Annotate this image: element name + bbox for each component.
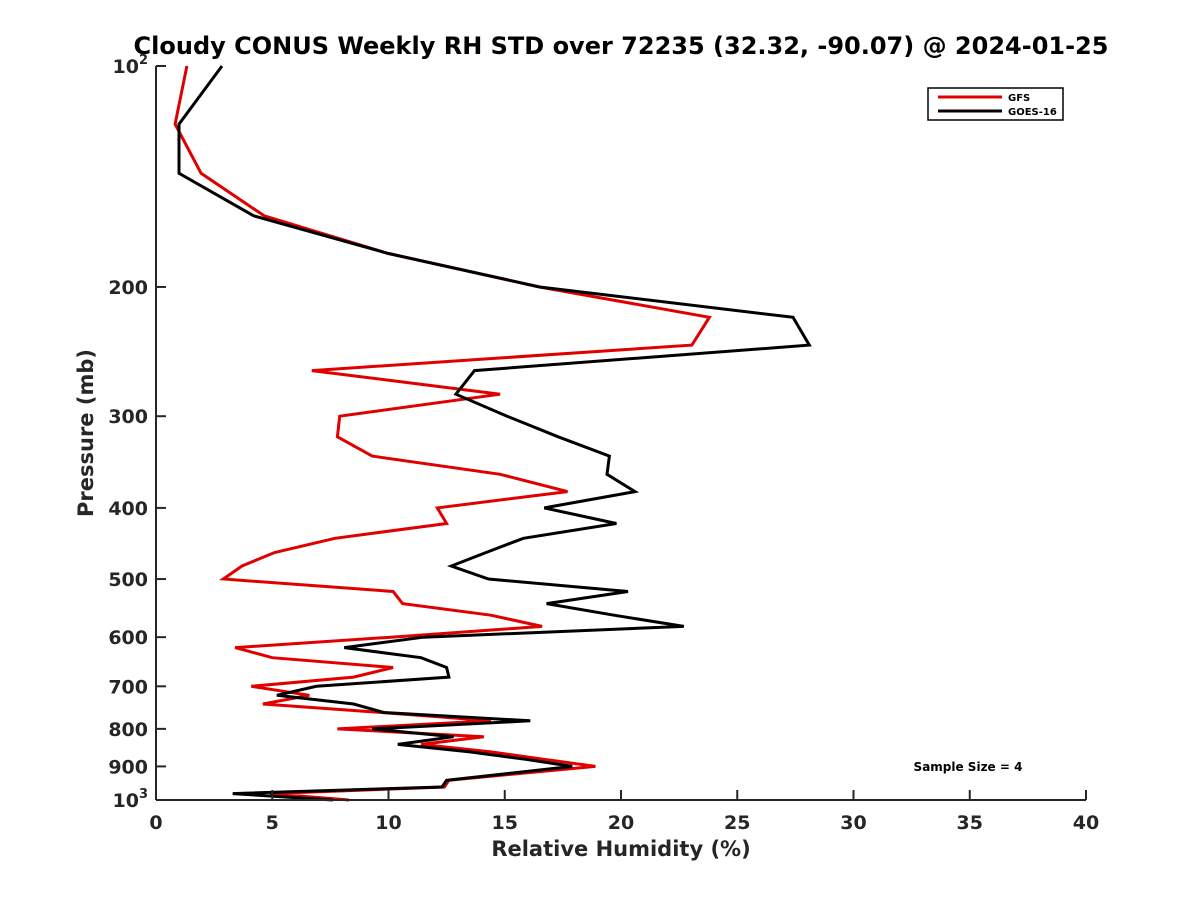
y-tick-label: 102 bbox=[113, 53, 149, 78]
series-layer bbox=[173, 65, 812, 802]
x-tick-label: 0 bbox=[149, 812, 162, 834]
y-tick-label: 300 bbox=[108, 406, 148, 428]
y-tick-label: 200 bbox=[108, 277, 148, 299]
x-tick-label: 40 bbox=[1073, 812, 1099, 834]
y-tick-label: 800 bbox=[108, 719, 148, 741]
y-tick-label: 700 bbox=[108, 676, 148, 698]
y-ticks: 102 200 300 400 500 600 700 800 900 103 bbox=[108, 53, 166, 812]
series-line-gfs bbox=[173, 65, 712, 802]
y-tick-label: 400 bbox=[108, 498, 148, 520]
chart-title: Cloudy CONUS Weekly RH STD over 72235 (3… bbox=[134, 32, 1109, 60]
x-tick-label: 25 bbox=[724, 812, 750, 834]
legend-label-goes16: GOES-16 bbox=[1008, 107, 1057, 118]
x-tick-label: 20 bbox=[608, 812, 634, 834]
y-tick-label: 103 bbox=[113, 787, 149, 812]
sample-size-annotation: Sample Size = 4 bbox=[914, 760, 1023, 774]
x-tick-label: 15 bbox=[492, 812, 518, 834]
x-ticks: 0 5 10 15 20 25 30 35 40 bbox=[149, 790, 1099, 834]
y-axis-label: Pressure (mb) bbox=[74, 349, 98, 517]
x-tick-label: 5 bbox=[266, 812, 279, 834]
x-tick-label: 10 bbox=[375, 812, 401, 834]
series-line-goes16 bbox=[177, 65, 812, 802]
legend-box bbox=[927, 87, 1064, 121]
x-tick-label: 30 bbox=[840, 812, 866, 834]
legend: GFS GOES-16 bbox=[927, 87, 1064, 121]
y-tick-label: 600 bbox=[108, 627, 148, 649]
legend-label-gfs: GFS bbox=[1008, 93, 1030, 104]
y-tick-label: 500 bbox=[108, 569, 148, 591]
y-tick-label: 900 bbox=[108, 756, 148, 778]
x-axis-label: Relative Humidity (%) bbox=[491, 837, 750, 861]
x-tick-label: 35 bbox=[957, 812, 983, 834]
